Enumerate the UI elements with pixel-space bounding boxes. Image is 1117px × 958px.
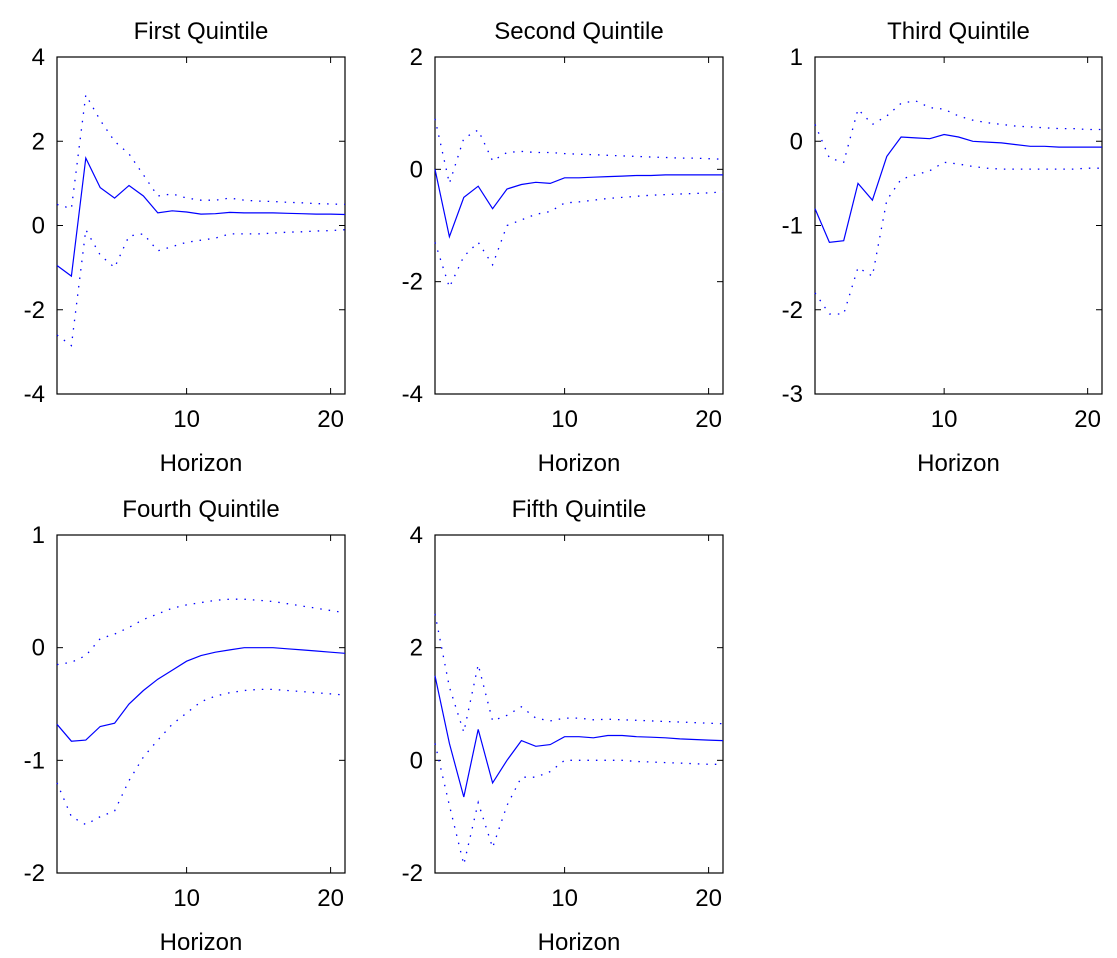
x-tick-label: 20 — [695, 885, 722, 912]
x-tick-label: 10 — [173, 406, 200, 433]
impulse-response-line — [56, 156, 346, 278]
y-tick-label: -2 — [782, 297, 803, 324]
chart-title: Second Quintile — [494, 18, 663, 45]
y-tick-label: -4 — [24, 381, 45, 408]
y-tick-label: -3 — [782, 381, 803, 408]
x-axis-label: Horizon — [160, 929, 243, 956]
upper-band-line — [434, 118, 724, 186]
x-axis-label: Horizon — [917, 450, 1000, 477]
x-tick-label: 20 — [317, 885, 344, 912]
axes-frame — [814, 56, 1103, 395]
y-tick-label: 0 — [790, 128, 803, 155]
y-tick-label: -2 — [402, 269, 423, 296]
x-tick-label: 10 — [173, 885, 200, 912]
x-tick-label: 10 — [551, 406, 578, 433]
y-tick-label: -2 — [24, 297, 45, 324]
y-tick-label: 2 — [410, 44, 423, 71]
lower-band-line — [434, 191, 724, 290]
y-tick-label: 1 — [32, 522, 45, 549]
axes-frame — [56, 534, 346, 874]
upper-band-line — [434, 613, 724, 735]
chart-title: First Quintile — [134, 18, 269, 45]
y-tick-label: -1 — [24, 747, 45, 774]
x-tick-label: 20 — [317, 406, 344, 433]
axes-frame — [434, 534, 724, 874]
chart-panel-2: Second Quintile -4 -2 0 2 10 20 Horizon — [402, 18, 724, 477]
upper-band-line — [56, 92, 346, 210]
x-tick-label: 20 — [695, 406, 722, 433]
x-axis-label: Horizon — [538, 450, 621, 477]
y-tick-label: 0 — [32, 635, 45, 662]
chart-title: Third Quintile — [887, 18, 1030, 45]
x-axis-label: Horizon — [538, 929, 621, 956]
lower-band-line — [56, 227, 346, 347]
impulse-response-line — [56, 647, 346, 742]
y-tick-label: -2 — [24, 860, 45, 887]
chart-panel-5: Fifth Quintile -2 0 2 4 10 20 Horizon — [402, 496, 724, 956]
y-tick-label: -2 — [402, 860, 423, 887]
upper-band-line — [56, 598, 346, 666]
y-tick-label: 4 — [32, 44, 45, 71]
y-tick-label: 1 — [790, 44, 803, 71]
x-tick-label: 10 — [551, 885, 578, 912]
lower-band-line — [434, 743, 723, 865]
chart-panel-4: Fourth Quintile -2 -1 0 1 10 20 Horizon — [24, 496, 346, 956]
y-tick-label: 2 — [32, 128, 45, 155]
chart-title: Fifth Quintile — [512, 496, 647, 523]
axes-frame — [434, 56, 724, 395]
chart-panel-1: First Quintile -4 -2 0 2 4 10 20 Horizon — [24, 18, 346, 477]
chart-panel-3: Third Quintile -3 -2 -1 0 1 10 20 Horizon — [782, 18, 1103, 477]
y-tick-label: 0 — [410, 747, 423, 774]
y-tick-label: 0 — [32, 213, 45, 240]
y-tick-label: -1 — [782, 213, 803, 240]
impulse-response-line — [434, 169, 723, 239]
chart-title: Fourth Quintile — [122, 496, 279, 523]
upper-band-line — [814, 100, 1102, 164]
impulse-response-line — [814, 133, 1102, 243]
y-tick-label: 2 — [410, 635, 423, 662]
x-tick-label: 20 — [1074, 406, 1101, 433]
impulse-response-line — [434, 675, 724, 798]
lower-band-line — [814, 161, 1102, 315]
axes-frame — [56, 56, 346, 395]
y-tick-label: 4 — [410, 522, 423, 549]
y-tick-label: -4 — [402, 381, 423, 408]
x-tick-label: 10 — [931, 406, 958, 433]
x-axis-label: Horizon — [160, 450, 243, 477]
y-tick-label: 0 — [410, 156, 423, 183]
lower-band-line — [56, 688, 346, 826]
